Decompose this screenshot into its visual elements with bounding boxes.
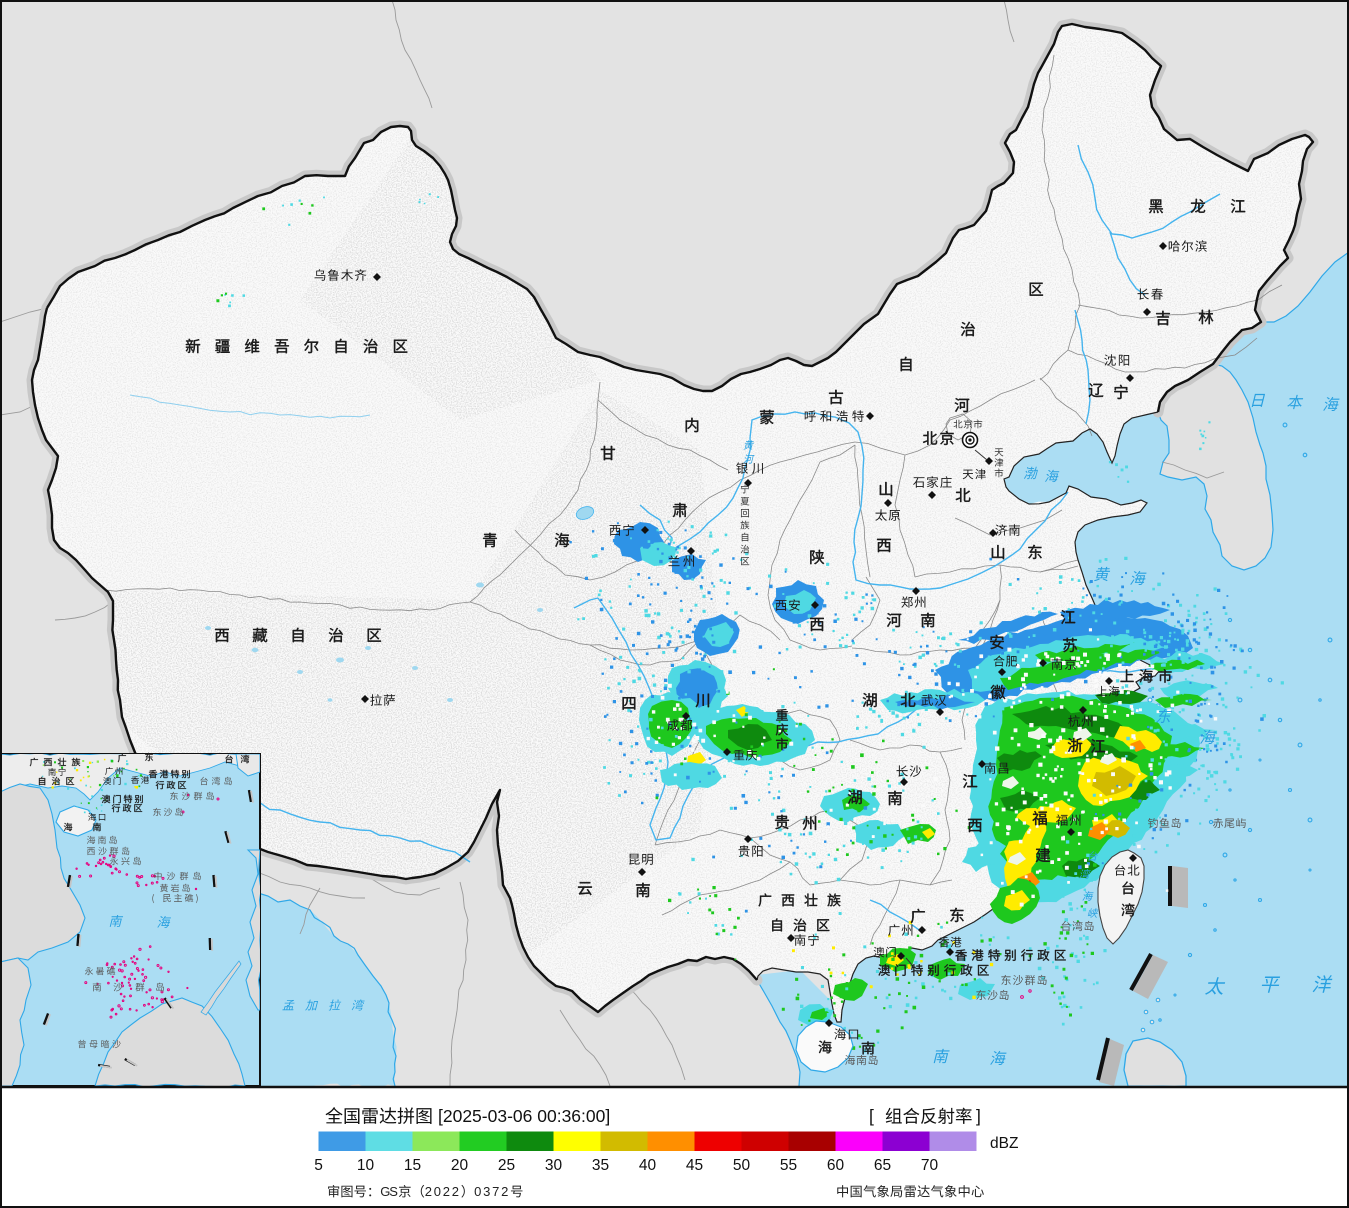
svg-text:40: 40 (639, 1157, 657, 1174)
svg-text:50: 50 (733, 1157, 751, 1174)
svg-text:25: 25 (498, 1157, 515, 1174)
svg-text:]: ] (976, 1106, 981, 1126)
svg-text:45: 45 (686, 1157, 703, 1174)
svg-text:10: 10 (357, 1157, 375, 1174)
svg-text:35: 35 (592, 1157, 609, 1174)
svg-text:[2025-03-06 00:36:00]: [2025-03-06 00:36:00] (438, 1106, 610, 1126)
svg-text:2: 2 (501, 1184, 508, 1199)
svg-text:7: 7 (492, 1184, 499, 1199)
svg-text:55: 55 (780, 1157, 797, 1174)
svg-text:3: 3 (483, 1184, 490, 1199)
svg-text:0: 0 (474, 1184, 481, 1199)
svg-text:G: G (380, 1184, 390, 1199)
svg-text:2: 2 (452, 1184, 459, 1199)
svg-text:2: 2 (443, 1184, 450, 1199)
svg-text:70: 70 (921, 1157, 939, 1174)
svg-text:20: 20 (451, 1157, 469, 1174)
svg-text:S: S (389, 1184, 398, 1199)
svg-text:2: 2 (425, 1184, 432, 1199)
svg-text:0: 0 (434, 1184, 441, 1199)
svg-text:30: 30 (545, 1157, 563, 1174)
svg-text:65: 65 (874, 1157, 891, 1174)
svg-text:dBZ: dBZ (990, 1135, 1018, 1152)
svg-text:[: [ (869, 1106, 874, 1126)
svg-text:60: 60 (827, 1157, 845, 1174)
svg-text:15: 15 (404, 1157, 421, 1174)
svg-text:5: 5 (314, 1157, 323, 1174)
